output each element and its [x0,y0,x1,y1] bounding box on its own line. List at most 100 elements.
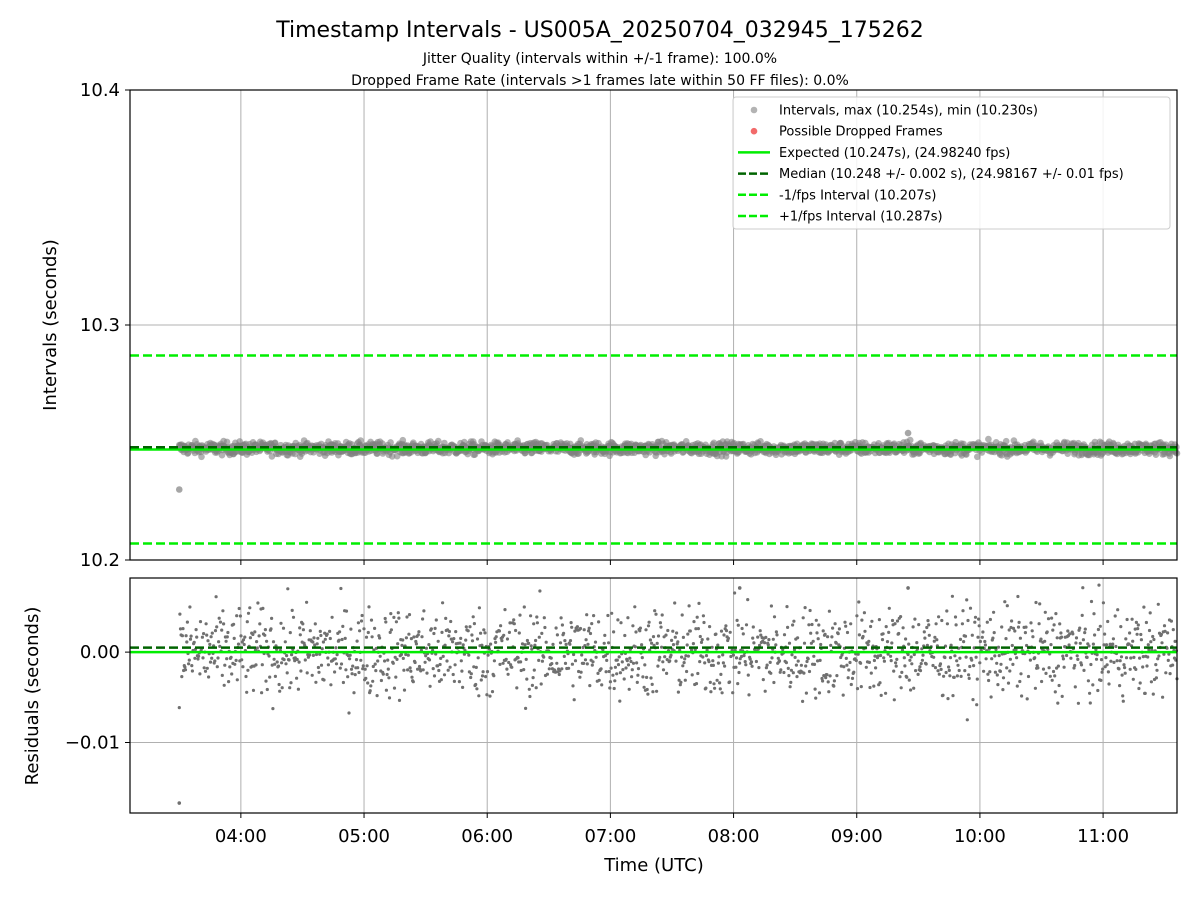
residual-point [977,617,981,621]
residual-point [724,624,728,628]
residual-point [1001,688,1005,692]
residual-point [907,642,911,646]
residual-point [233,662,237,666]
residual-point [748,657,752,661]
residual-point [912,686,916,690]
residual-point [671,643,676,647]
residual-point [1089,599,1094,604]
residual-point [542,616,546,620]
residual-point [397,616,401,620]
residual-point [238,614,242,618]
residual-point [537,635,541,639]
residual-point [472,622,476,626]
residual-point [544,640,548,644]
residual-point [559,616,563,620]
residual-point [202,666,206,670]
residual-point [782,633,787,637]
residual-point [791,623,795,627]
intervals-panel: 10.2 10.3 10.4 [80,80,1181,571]
residual-point [514,628,518,633]
residual-point [983,643,988,647]
residual-point [684,654,688,658]
residual-point [772,680,776,685]
residual-point [230,672,234,676]
residual-point [1051,669,1056,674]
residual-point [882,656,886,660]
residual-point [434,618,438,622]
residual-point [963,634,968,638]
residual-point [609,666,613,670]
residual-point [569,621,573,625]
x-axis-label: Time (UTC) [603,855,704,876]
residual-point [273,662,277,666]
residual-point [594,655,598,659]
residual-point [1071,632,1075,636]
residual-point [282,658,286,662]
residual-point [466,629,470,633]
residual-point [834,641,838,645]
residual-point [1078,626,1082,630]
residual-point [311,640,315,644]
residual-point [461,685,465,690]
legend-label: +1/fps Interval (10.287s) [779,210,943,225]
residual-point [711,663,716,668]
residual-point [464,625,468,629]
residual-point [477,694,481,698]
residual-point [638,626,643,630]
residual-point [763,641,767,645]
x-tick-label: 10:00 [954,826,1006,847]
residual-point [550,662,554,666]
interval-point [985,435,992,443]
residual-point [507,660,511,665]
x-tick-label: 08:00 [708,826,760,847]
residual-point [620,660,624,664]
residual-point [1097,583,1101,587]
residual-point [622,677,626,681]
residual-point [656,664,660,668]
residual-point [209,635,213,639]
residual-point [624,666,628,670]
residual-point [723,664,727,668]
residual-point [608,680,613,684]
residual-point [923,636,927,640]
residual-point [277,682,281,687]
residual-point [707,660,711,664]
residual-point [1133,627,1137,631]
residual-point [367,605,371,609]
residual-point [245,620,249,624]
residual-point [852,670,856,674]
residual-point [1149,640,1153,644]
residual-point [744,663,748,667]
residual-point [597,678,601,682]
residual-point [1025,643,1029,648]
residual-point [1083,627,1087,631]
residual-point [400,643,404,648]
residual-point [1104,643,1109,647]
residual-point [376,659,380,663]
residual-point [460,669,464,673]
residual-point [1010,619,1014,623]
residual-point [312,636,316,640]
residual-point [965,718,969,722]
residual-point [349,667,354,671]
residual-point [1101,667,1105,671]
residual-point [1148,611,1152,615]
residual-point [1060,694,1064,699]
intervals-scatter [175,429,1181,493]
residual-point [1122,663,1126,667]
residual-point [454,630,458,634]
residual-point [1155,668,1159,672]
residual-point [188,637,193,641]
residual-point [361,667,365,671]
residual-point [404,652,408,657]
residual-point [660,645,664,649]
residual-point [752,641,756,645]
residual-point [203,669,208,673]
residual-point [241,638,246,642]
residual-point [573,659,578,663]
residual-point [1049,643,1053,647]
residual-point [970,633,974,637]
interval-point [435,437,442,445]
residual-point [938,662,943,666]
residual-point [539,682,543,686]
